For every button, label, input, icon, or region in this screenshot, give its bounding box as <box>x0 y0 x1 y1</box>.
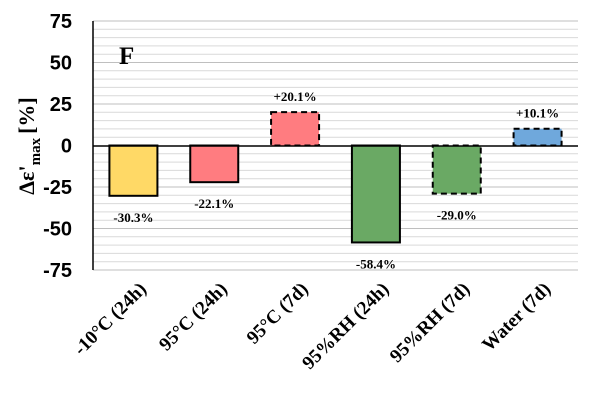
category-label: 95%RH (24h) <box>298 279 393 374</box>
bar <box>108 144 159 197</box>
bar <box>431 144 482 195</box>
gridlines <box>93 20 578 271</box>
category-label: 95%RH (7d) <box>386 279 474 367</box>
category-labels: -10°C (24h) 95°C (24h) 95°C (7d)95%RH (24h… <box>70 279 555 374</box>
y-axis-label-base: Δε <box>14 172 39 195</box>
axes <box>92 21 578 270</box>
category-label: 95°C (24h) <box>155 279 232 356</box>
data-label: -58.4% <box>356 256 396 271</box>
y-tick-label: -25 <box>43 177 72 199</box>
y-axis-label-prime: ' <box>14 165 39 171</box>
data-label: -22.1% <box>194 196 234 211</box>
bar <box>350 144 401 244</box>
y-axis-label: Δε'max [%] <box>14 97 44 194</box>
category-label: 95°C (7d) <box>243 279 313 349</box>
y-tick-label: 0 <box>61 136 72 158</box>
y-tick-label: 50 <box>50 53 72 75</box>
bar <box>512 127 563 147</box>
panel-label: F <box>119 43 134 70</box>
bar <box>189 144 240 184</box>
category-label: Water (7d) <box>478 279 555 356</box>
data-label: -30.3% <box>113 210 153 225</box>
y-axis-label-subscript: max <box>28 137 44 165</box>
y-tick-label: -75 <box>43 260 72 282</box>
data-labels: -30.3% -22.1% +20.1% -58.4% -29.0% +10.1% <box>113 89 559 271</box>
y-tick-label: 25 <box>50 94 72 116</box>
y-tick-label: -50 <box>43 219 72 241</box>
bar <box>270 111 321 147</box>
y-tick-label: 75 <box>50 11 72 33</box>
data-label: +10.1% <box>516 106 559 121</box>
data-label: +20.1% <box>273 89 316 104</box>
y-tick-labels: 75 50 25 0 -25 -50 -75 <box>43 11 72 282</box>
data-label: -29.0% <box>437 208 477 223</box>
bars <box>108 111 563 244</box>
category-label: -10°C (24h) <box>70 279 151 360</box>
y-axis-label-unit: [%] <box>14 97 39 134</box>
